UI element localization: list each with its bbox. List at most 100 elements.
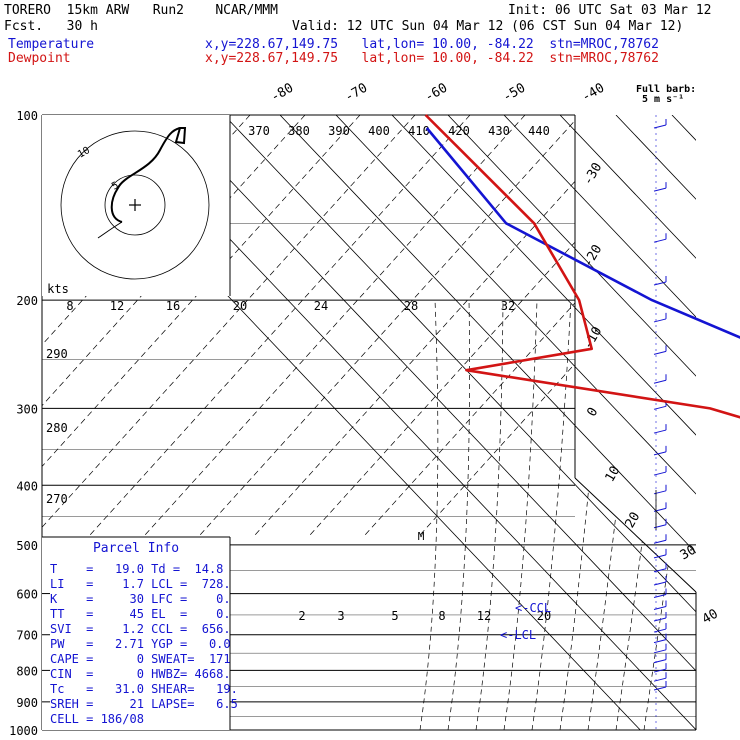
wind-barb-shaft — [653, 649, 667, 654]
pressure-tick-label: 400 — [16, 479, 38, 493]
wind-barb-shaft — [653, 554, 667, 559]
valid-time: Valid: 12 UTC Sun 04 Mar 12 (06 CST Sun … — [292, 19, 684, 34]
mixing-ratio-label: 2 — [298, 609, 305, 623]
wind-barb-shaft — [653, 451, 667, 456]
theta-top-label: 440 — [528, 124, 550, 138]
parcel-info-row: CAPE = 0 SWEAT= 171 — [50, 652, 231, 666]
temperature-legend: Temperature — [8, 37, 95, 52]
mixing-ratio-line — [475, 299, 504, 730]
wind-barb-shaft — [653, 318, 667, 323]
wind-barb-shaft — [653, 281, 667, 286]
hodograph-speed-label: 20 — [233, 299, 247, 313]
lcl-annotation: <-LCL — [500, 628, 536, 642]
isotherm-line — [335, 115, 696, 495]
isotherm-label: 0 — [585, 405, 602, 419]
dry-adiabat-line — [199, 115, 581, 536]
theta-top-label: 420 — [448, 124, 470, 138]
wind-barb-shaft — [653, 405, 667, 410]
isotherm-label: -20 — [581, 242, 606, 270]
wind-barb-shaft — [653, 539, 667, 544]
mixing-ratio-line — [559, 299, 606, 730]
wind-barb-shaft — [653, 471, 667, 476]
temperature-profile — [425, 127, 740, 339]
wind-barb — [653, 119, 667, 129]
pressure-tick-label: 1000 — [9, 724, 38, 738]
wind-barb — [653, 182, 667, 192]
mixing-ratio-line — [447, 299, 470, 730]
hodograph-trace-tail — [97, 221, 123, 239]
parcel-info-background — [42, 537, 230, 730]
wind-barb-shaft — [653, 581, 667, 586]
wind-barb — [653, 588, 667, 599]
mixing-ratio-line — [643, 299, 696, 730]
isotherm-label: 20 — [623, 510, 644, 531]
hodograph-units-label: kts — [47, 282, 69, 296]
wind-barb — [653, 562, 667, 573]
wind-barb-shaft — [653, 594, 667, 599]
parcel-info-title: Parcel Info — [93, 541, 179, 556]
isotherm-label: -40 — [579, 81, 607, 106]
parcel-info-row: PW = 2.71 YGP = 0.0 — [50, 637, 231, 651]
wind-barb-shaft — [653, 677, 667, 682]
isotherm-label: 40 — [700, 607, 721, 628]
parcel-info-row: CELL = 186/08 — [50, 712, 144, 726]
dewpoint-location: x,y=228.67,149.75 lat,lon= 10.00, -84.22… — [205, 51, 659, 66]
dry-adiabat-line — [42, 115, 416, 536]
parcel-info-row: SVI = 1.2 CCL = 656. — [50, 622, 231, 636]
dry-adiabat-line — [89, 115, 471, 536]
wind-barb — [653, 623, 667, 633]
wind-barb-shaft — [653, 429, 667, 434]
wind-barb — [653, 672, 667, 682]
wind-barb — [653, 424, 667, 434]
frame-diagonal — [574, 477, 697, 593]
mixing-ratio-label: 3 — [337, 609, 344, 623]
wind-barb — [653, 233, 667, 243]
wind-barb-shaft — [653, 659, 667, 664]
wind-barb — [653, 681, 667, 691]
forecast-hour: Fcst. 30 h — [4, 19, 98, 34]
mixing-ratio-line — [615, 299, 674, 730]
barb-legend-title: Full barb: — [636, 84, 697, 95]
isotherm-label: -50 — [500, 81, 528, 106]
wind-barb — [653, 600, 667, 611]
mixing-ratio-label: 5 — [391, 609, 398, 623]
hodograph-inset: 10 5 — [42, 115, 231, 296]
ccl-annotation: <-CCL — [515, 601, 551, 615]
isotherm-label: -10 — [581, 324, 606, 352]
mixing-ratio-line — [503, 299, 538, 730]
parcel-info-row: Tc = 31.0 SHEAR= 19. — [50, 682, 238, 696]
wind-barb — [653, 466, 667, 476]
hodograph-trace — [110, 127, 187, 223]
hodograph-speed-label: 32 — [501, 299, 515, 313]
wind-barb-shaft — [653, 686, 667, 691]
hodograph-speed-label: 16 — [166, 299, 180, 313]
wind-barb-shaft — [653, 238, 667, 243]
wind-barb-shaft — [653, 639, 667, 644]
theta-top-label: 410 — [408, 124, 430, 138]
wind-barb-shaft — [653, 617, 667, 622]
isotherm-label: 10 — [603, 464, 624, 485]
parcel-info-row: SREH = 21 LAPSE= 6.5 — [50, 697, 238, 711]
hodograph-speed-label: 12 — [110, 299, 124, 313]
isotherm-line — [223, 115, 696, 613]
parcel-marker: M — [418, 530, 425, 543]
dry-adiabat-line — [0, 115, 30, 535]
pressure-tick-label: 800 — [16, 664, 38, 678]
parcel-info-row: LI = 1.7 LCL = 728. — [50, 577, 231, 591]
wind-barb — [653, 345, 667, 355]
isotherm-line — [671, 115, 696, 141]
pressure-tick-label: 300 — [16, 402, 38, 416]
isotherm-label: -30 — [581, 160, 606, 188]
dry-adiabat-line — [42, 115, 361, 536]
hodograph-speed-label: 24 — [314, 299, 328, 313]
parcel-info-box: Parcel Info T = 19.0 Td = 14.8LI = 1.7 LC… — [42, 536, 238, 730]
hodograph-speed-label: 8 — [66, 299, 73, 313]
hodograph-speed-label: 28 — [404, 299, 418, 313]
theta-top-label: 380 — [288, 124, 310, 138]
hodograph-ring-outer — [60, 130, 210, 280]
mixing-ratio-label: 12 — [477, 609, 491, 623]
parcel-info-row: TT = 45 EL = 0. — [50, 607, 231, 621]
isotherm-line — [167, 115, 696, 672]
isotherm-line — [447, 115, 696, 377]
